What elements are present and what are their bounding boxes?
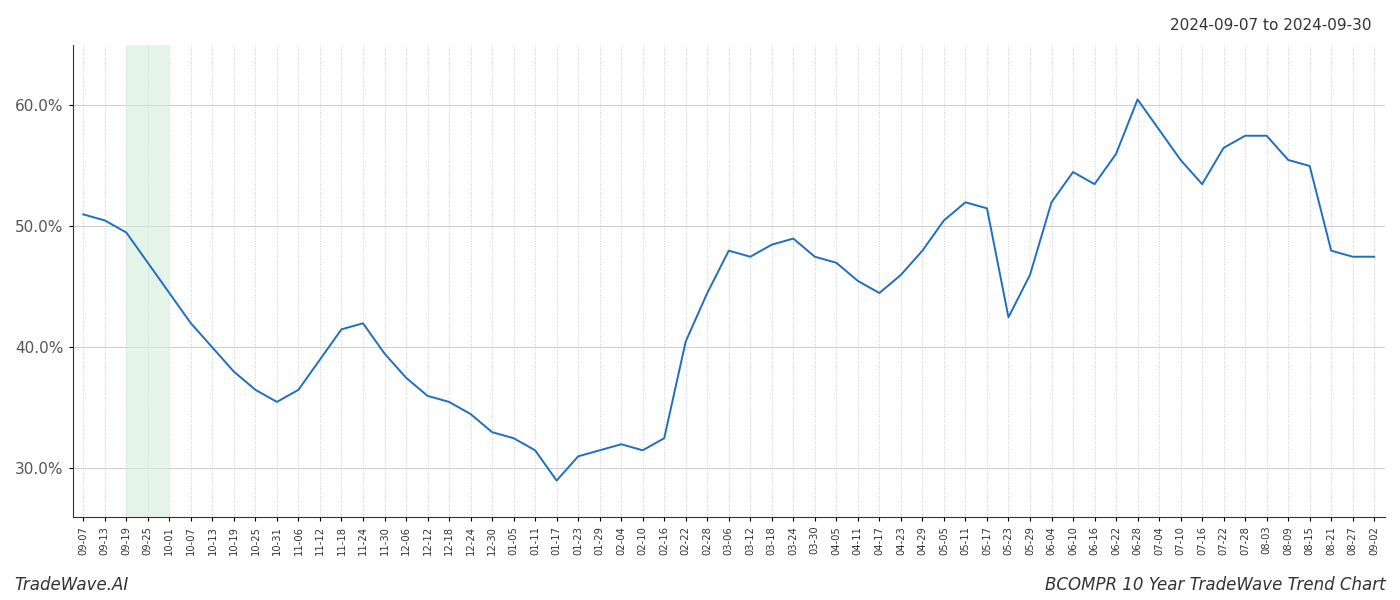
Bar	[126, 45, 169, 517]
Text: TradeWave.AI: TradeWave.AI	[14, 576, 129, 594]
Text: 2024-09-07 to 2024-09-30: 2024-09-07 to 2024-09-30	[1170, 18, 1372, 33]
Text: BCOMPR 10 Year TradeWave Trend Chart: BCOMPR 10 Year TradeWave Trend Chart	[1046, 576, 1386, 594]
